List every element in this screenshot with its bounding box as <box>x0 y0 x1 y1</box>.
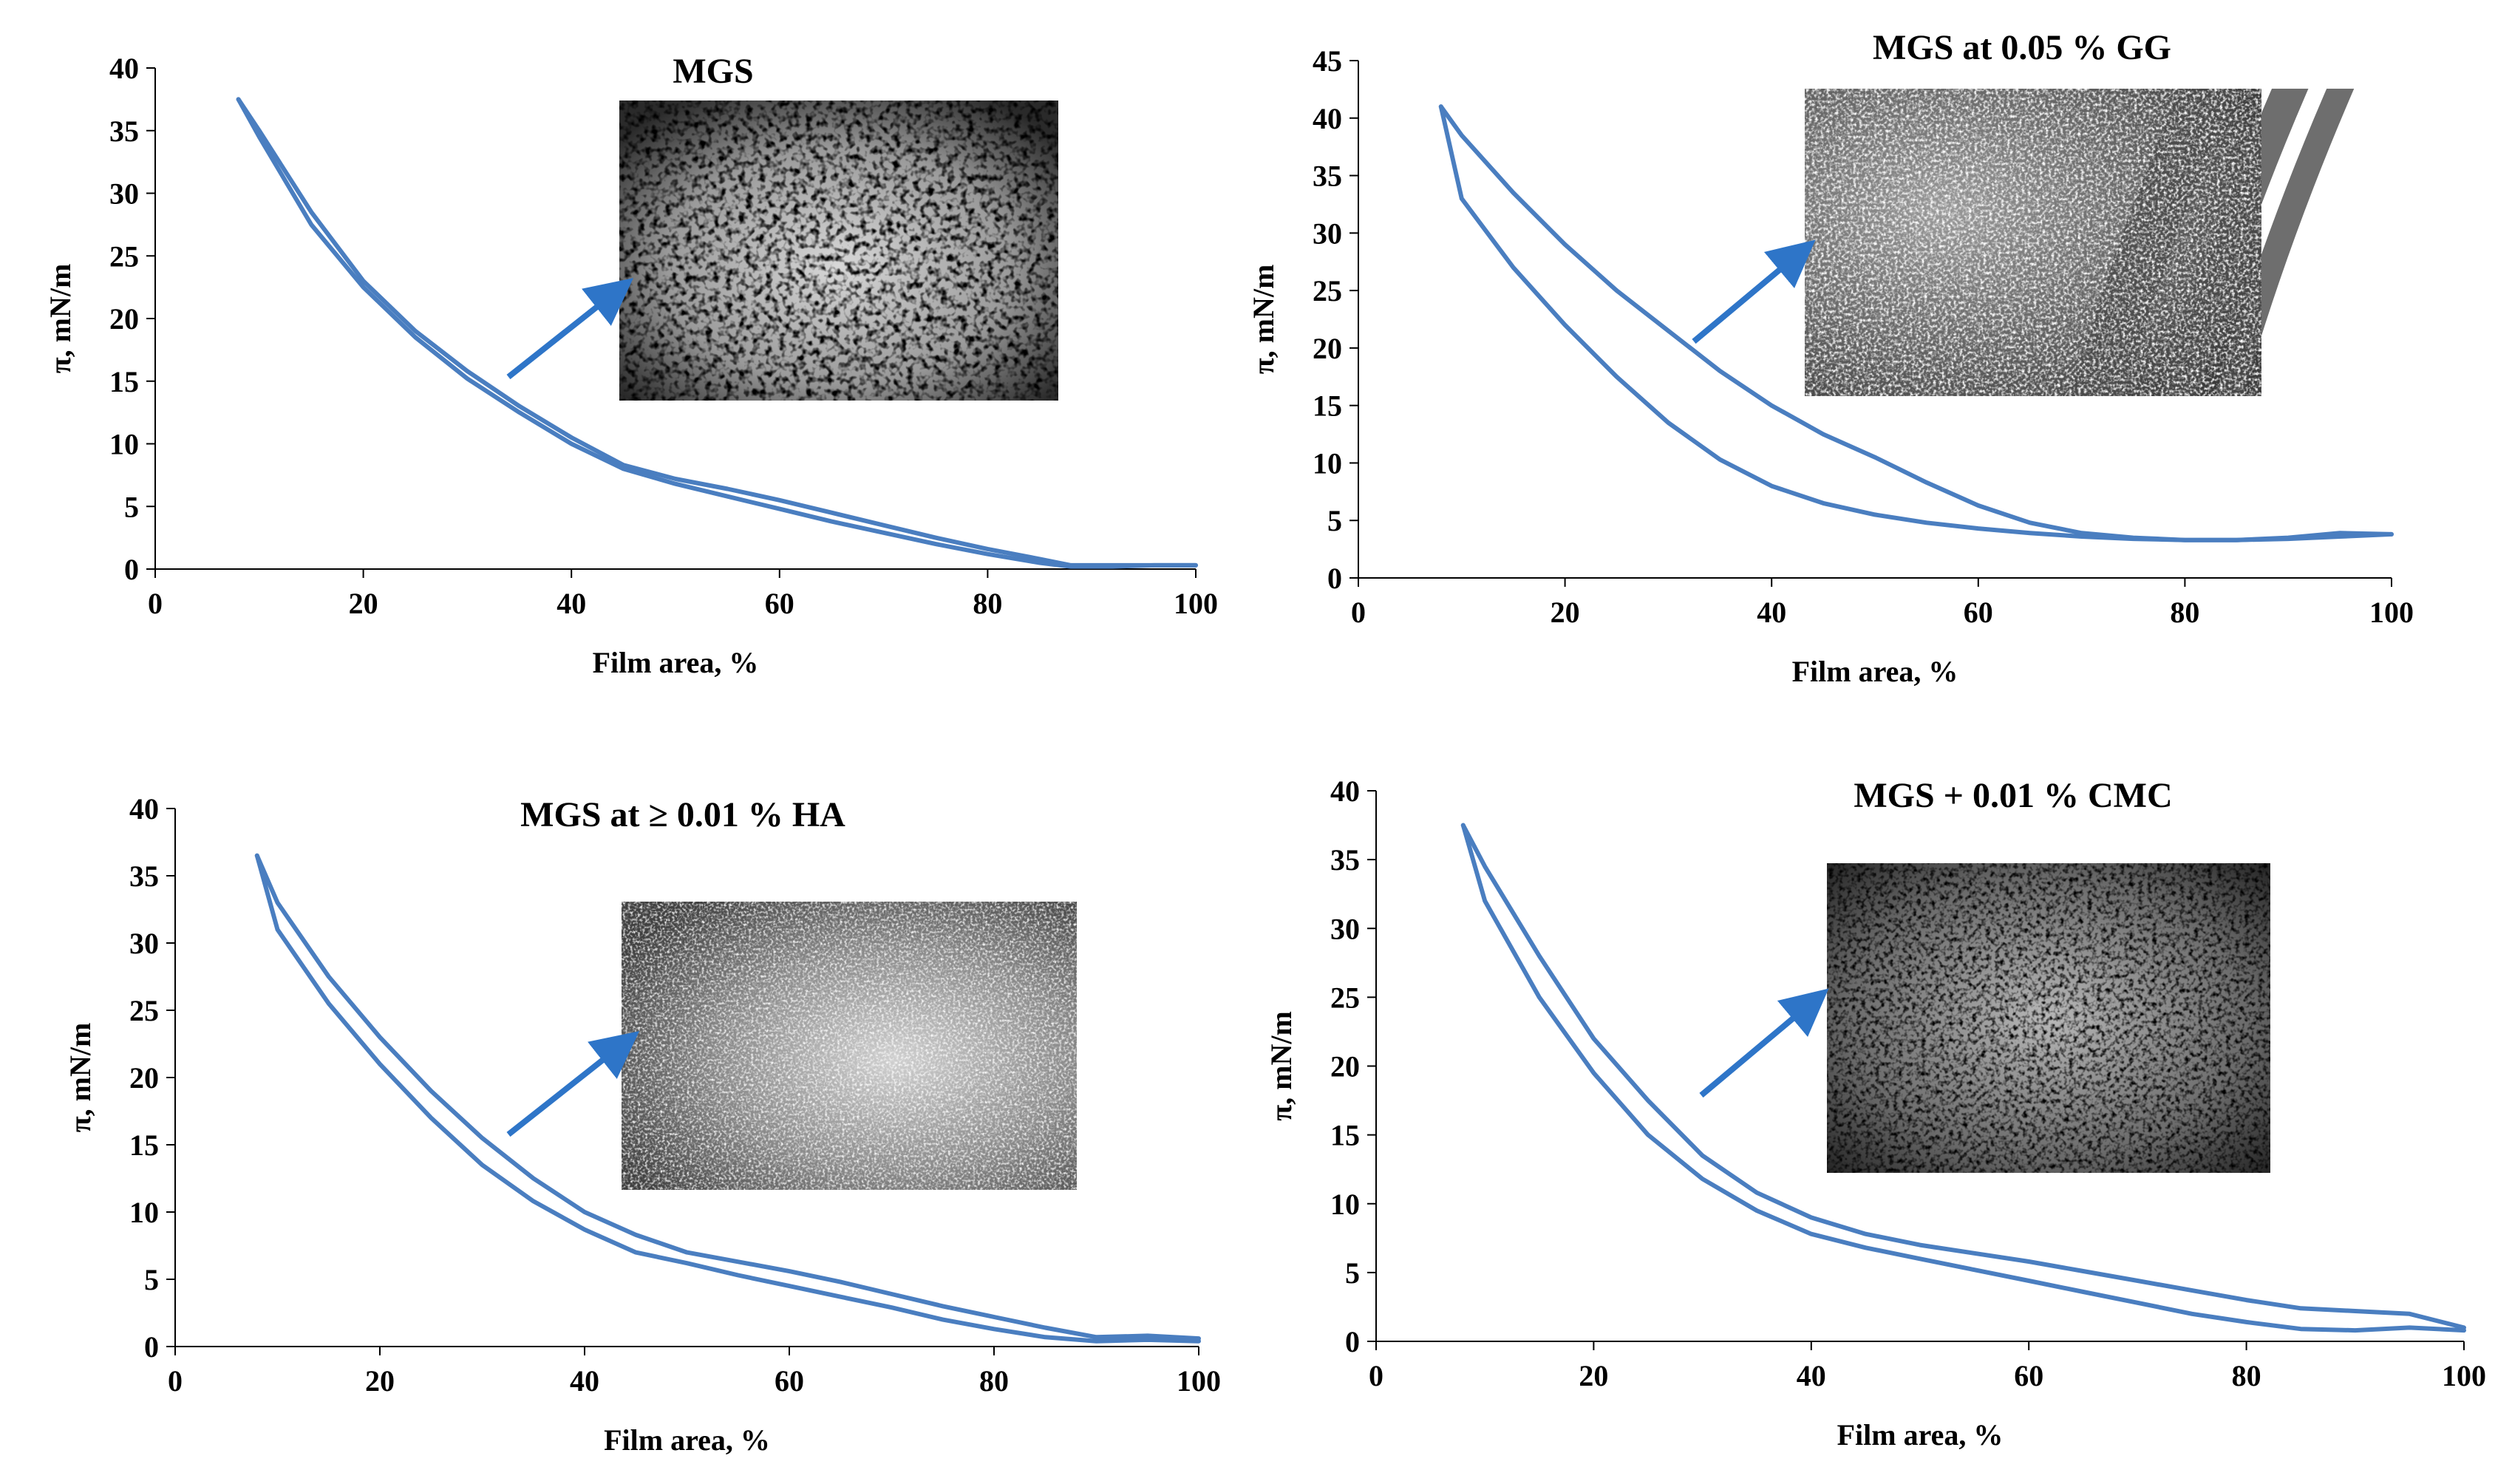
chart-title: MGS + 0.01 % CMC <box>1854 776 2172 815</box>
inset-arrow <box>1699 988 1829 1098</box>
chart-panel-3: 0 5 10 15 20 25 30 35 40 0 20 40 60 80 100 Film area, %… <box>64 792 1221 1457</box>
chart-title: MGS <box>673 52 753 91</box>
y-tick-label: 10 <box>109 428 139 461</box>
chart-panel-1: 0 5 10 15 20 25 30 35 40 0 20 40 60 80 100 Film area, %… <box>44 52 1218 679</box>
inset-texture <box>622 902 1077 1190</box>
x-tick-label: 40 <box>1757 596 1786 629</box>
x-tick-label: 40 <box>570 1364 599 1398</box>
inset-arrow <box>1692 239 1816 344</box>
inset-arrow <box>506 278 634 380</box>
x-tick-label: 80 <box>973 587 1002 620</box>
y-tick-label: 35 <box>1330 843 1360 877</box>
series-line-2 <box>1460 823 2466 1330</box>
inset-micrograph <box>619 101 1058 401</box>
series-line-1 <box>1460 823 2466 1333</box>
x-tick-label: 0 <box>168 1364 183 1398</box>
chart-panel-2: 0 5 10 15 20 25 30 35 40 45 0 20 40 60 80 100 Film area,… <box>1247 28 2414 688</box>
y-tick-label: 30 <box>109 177 139 211</box>
y-tick-label: 20 <box>129 1061 159 1095</box>
y-tick-label: 10 <box>1330 1188 1360 1221</box>
y-tick-label: 35 <box>1313 160 1342 193</box>
y-tick-label: 25 <box>1330 981 1360 1014</box>
inset-texture <box>619 101 1058 401</box>
y-tick-label: 5 <box>124 490 139 523</box>
x-tick-label: 60 <box>765 587 794 620</box>
y-tick-label: 15 <box>129 1129 159 1162</box>
series-line-2 <box>236 97 1198 568</box>
y-tick-label: 0 <box>144 1330 159 1364</box>
x-tick-label: 100 <box>2369 596 2414 629</box>
y-tick-label: 0 <box>124 553 139 586</box>
x-axis-label: Film area, % <box>1837 1418 2004 1451</box>
y-tick-label: 40 <box>109 52 139 85</box>
x-tick-label: 60 <box>2014 1359 2043 1392</box>
x-tick-label: 100 <box>1177 1364 1221 1398</box>
chart-title: MGS at 0.05 % GG <box>1873 28 2171 67</box>
inset-texture <box>1827 863 2270 1173</box>
x-tick-label: 60 <box>1964 596 1993 629</box>
y-tick-label: 5 <box>144 1263 159 1296</box>
y-tick-label: 10 <box>1313 446 1342 480</box>
x-tick-label: 80 <box>2232 1359 2261 1392</box>
inset-micrograph <box>1805 89 2355 396</box>
x-tick-label: 20 <box>1551 596 1580 629</box>
x-tick-label: 20 <box>349 587 378 620</box>
y-tick-label: 30 <box>1313 217 1342 250</box>
x-axis-label: Film area, % <box>1792 655 1958 688</box>
y-tick-label: 5 <box>1345 1256 1360 1290</box>
y-tick-label: 20 <box>1330 1050 1360 1083</box>
x-tick-label: 40 <box>556 587 586 620</box>
x-tick-label: 0 <box>1369 1359 1383 1392</box>
y-tick-label: 5 <box>1327 504 1342 537</box>
y-tick-label: 35 <box>129 860 159 893</box>
y-axis-label: π, mN/m <box>64 1023 97 1133</box>
inset-texture <box>1805 89 2261 396</box>
series-line-2 <box>1438 104 2394 542</box>
y-tick-label: 40 <box>129 792 159 826</box>
y-tick-label: 20 <box>109 302 139 336</box>
inset-arrow <box>506 1031 640 1137</box>
chart-panel-4: 0 5 10 15 20 25 30 35 40 0 20 40 60 80 100 Film area, %… <box>1264 775 2486 1451</box>
y-axis-label: π, mN/m <box>44 264 77 374</box>
y-tick-label: 25 <box>109 239 139 273</box>
y-tick-label: 30 <box>1330 912 1360 945</box>
x-tick-label: 20 <box>365 1364 395 1398</box>
y-tick-label: 25 <box>1313 274 1342 307</box>
inset-micrograph <box>1827 863 2270 1173</box>
y-tick-label: 15 <box>1313 389 1342 423</box>
y-tick-label: 0 <box>1327 562 1342 595</box>
x-tick-label: 100 <box>2442 1359 2486 1392</box>
x-axis-label: Film area, % <box>593 646 759 679</box>
y-tick-label: 0 <box>1345 1325 1360 1358</box>
y-axis-label: π, mN/m <box>1247 265 1280 375</box>
y-tick-label: 30 <box>129 927 159 960</box>
x-tick-label: 80 <box>979 1364 1009 1398</box>
y-tick-label: 45 <box>1313 44 1342 78</box>
y-tick-label: 20 <box>1313 332 1342 365</box>
y-tick-label: 25 <box>129 994 159 1027</box>
y-tick-label: 15 <box>1330 1119 1360 1152</box>
y-axis-label: π, mN/m <box>1264 1011 1298 1121</box>
y-tick-label: 35 <box>109 115 139 148</box>
x-tick-label: 60 <box>775 1364 804 1398</box>
x-tick-label: 80 <box>2170 596 2199 629</box>
x-tick-label: 0 <box>1351 596 1366 629</box>
y-tick-label: 15 <box>109 365 139 398</box>
series-line-1 <box>254 853 1201 1344</box>
x-tick-label: 20 <box>1579 1359 1608 1392</box>
y-tick-label: 40 <box>1313 102 1342 135</box>
series-line-2 <box>254 853 1201 1341</box>
inset-micrograph <box>622 902 1077 1190</box>
y-tick-label: 10 <box>129 1196 159 1229</box>
x-tick-label: 100 <box>1174 587 1218 620</box>
x-tick-label: 40 <box>1797 1359 1826 1392</box>
y-tick-label: 40 <box>1330 775 1360 808</box>
x-axis-label: Film area, % <box>604 1423 770 1457</box>
x-tick-label: 0 <box>148 587 163 620</box>
chart-title: MGS at ≥ 0.01 % HA <box>520 795 845 834</box>
